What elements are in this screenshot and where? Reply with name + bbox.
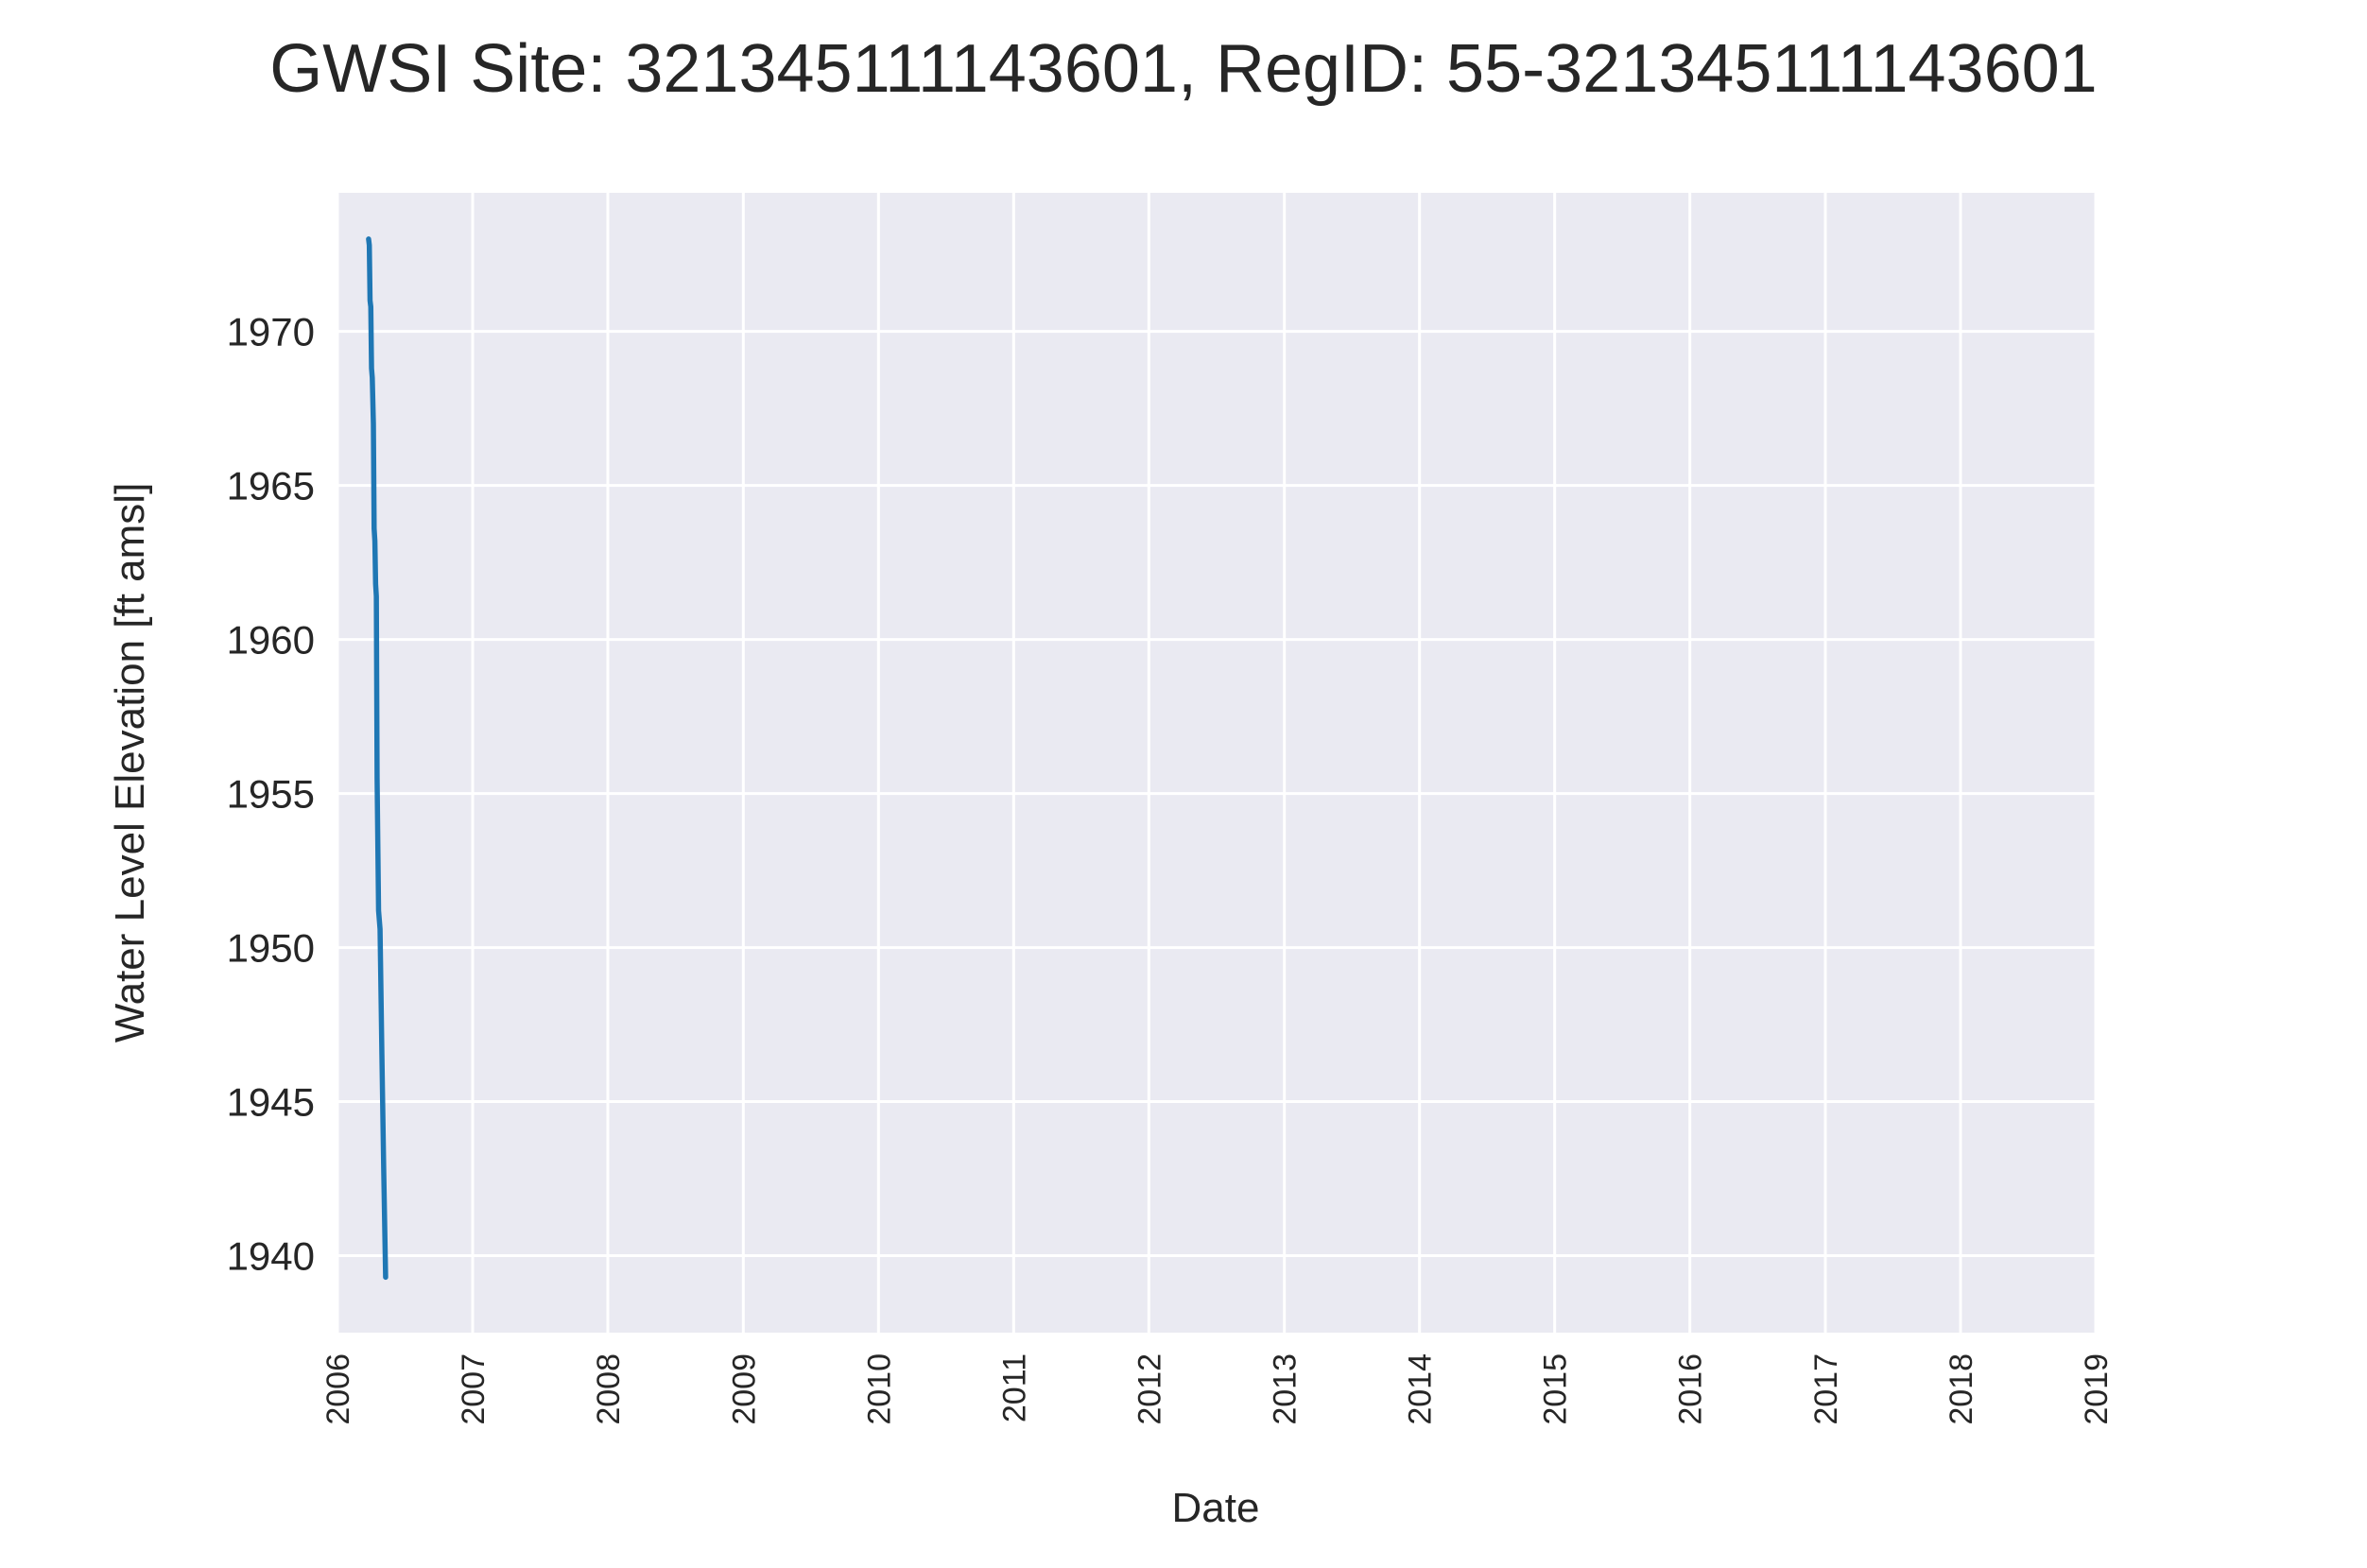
x-tick-label: 2007 <box>456 1353 492 1425</box>
y-tick-label: 1940 <box>227 1234 315 1279</box>
x-tick-labels: 2006 2007 2008 2009 2010 2011 2012 2013 2014 2015… <box>320 1353 2115 1425</box>
x-tick-label: 2009 <box>726 1353 762 1425</box>
x-tick-label: 2006 <box>320 1353 356 1425</box>
x-tick-label: 2015 <box>1538 1353 1574 1425</box>
x-tick-label: 2013 <box>1268 1353 1304 1425</box>
y-tick-label: 1955 <box>227 772 315 817</box>
y-tick-label: 1950 <box>227 926 315 971</box>
x-tick-label: 2010 <box>861 1353 897 1425</box>
x-tick-label: 2019 <box>2079 1353 2115 1425</box>
x-tick-label: 2012 <box>1132 1353 1167 1425</box>
y-tick-label: 1970 <box>227 310 315 354</box>
y-axis-label: Water Level Elevation [ft amsl] <box>107 483 153 1043</box>
x-axis-label: Date <box>1172 1485 1260 1531</box>
series-group <box>366 236 389 1281</box>
y-tick-label: 1965 <box>227 464 315 508</box>
x-tick-label: 2014 <box>1403 1353 1439 1425</box>
x-tick-label: 2017 <box>1808 1353 1844 1425</box>
y-tick-label: 1945 <box>227 1080 315 1125</box>
x-gridlines <box>336 193 2098 1333</box>
y-tick-label: 1960 <box>227 618 315 663</box>
plot-area <box>336 193 2098 1333</box>
y-tick-labels: 1940 1945 1950 1955 1960 1965 1970 <box>227 310 315 1279</box>
x-tick-label: 2011 <box>996 1353 1032 1422</box>
x-tick-label: 2016 <box>1673 1353 1709 1425</box>
y-gridlines <box>337 330 2096 1258</box>
x-tick-label: 2008 <box>591 1353 627 1425</box>
plot-background <box>337 193 2096 1333</box>
chart-title: GWSI Site: 321345111143601, RegID: 55-32… <box>269 31 2097 107</box>
x-tick-label: 2018 <box>1944 1353 1979 1425</box>
series-line-0 <box>366 236 389 1281</box>
